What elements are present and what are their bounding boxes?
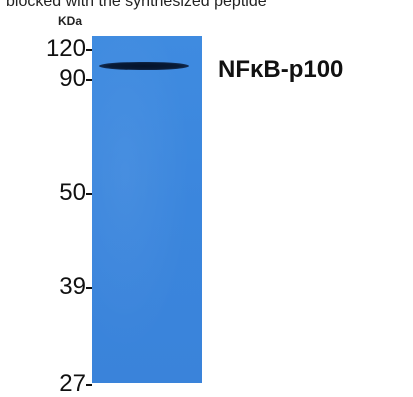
unit-label: KDa [58,14,83,28]
marker-90: 90 [59,65,86,92]
marker-tick-90 [86,79,92,81]
marker-50: 50 [59,179,86,206]
marker-27: 27 [59,370,86,397]
membrane-lane [92,36,202,383]
marker-tick-39 [86,287,92,289]
protein-band [99,62,189,70]
marker-tick-27 [86,384,92,386]
figure-caption: blocked with the synthesized peptide [6,0,267,10]
marker-tick-50 [86,193,92,195]
band-label: NFκB-p100 [218,56,344,83]
marker-tick-120 [86,49,92,51]
marker-39: 39 [59,273,86,300]
marker-120: 120 [45,35,86,62]
